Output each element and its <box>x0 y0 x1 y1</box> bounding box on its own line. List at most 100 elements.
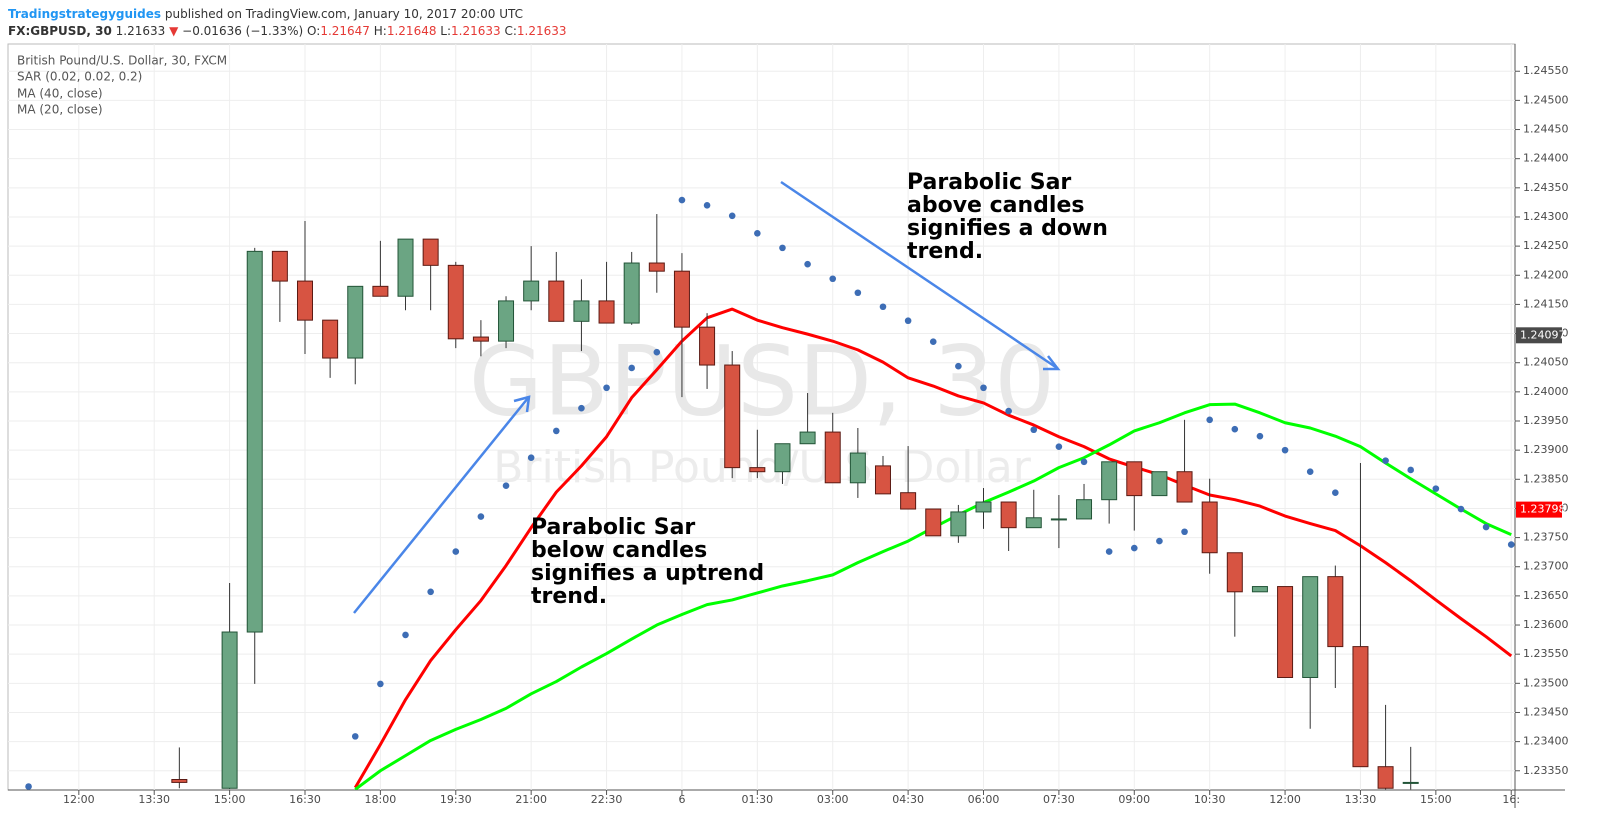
sar-dot <box>1482 523 1490 531</box>
candle-body <box>221 631 238 789</box>
x-tick-label: 16:30 <box>289 793 321 806</box>
arrows <box>353 180 1061 614</box>
candle-body <box>849 452 866 484</box>
y-tick-label: 1.24000 <box>1523 385 1569 398</box>
arrow <box>780 180 1058 370</box>
y-tick-label: 1.23450 <box>1523 705 1569 718</box>
x-tick-label: 06:00 <box>968 793 1000 806</box>
y-tick-label: 1.23500 <box>1523 676 1569 689</box>
y-tick-label: 1.23550 <box>1523 647 1569 660</box>
sar-dot <box>703 202 711 209</box>
annotation: above candles <box>907 193 1084 218</box>
legend-entry: SAR (0.02, 0.02, 0.2) <box>17 70 142 84</box>
author: Tradingstrategyguides <box>8 7 161 21</box>
candle-body <box>422 238 439 266</box>
x-tick-label: 10:30 <box>1194 793 1226 806</box>
sar-dot <box>603 384 610 392</box>
y-tick-label: 1.24350 <box>1523 181 1569 194</box>
y-tick-label: 1.23850 <box>1523 472 1569 485</box>
price-badge-label: 1.24097 <box>1520 328 1566 341</box>
header-line: Tradingstrategyguides published on Tradi… <box>8 7 523 21</box>
candle-body <box>1251 586 1268 593</box>
sar-dot <box>653 348 661 356</box>
arrow <box>353 397 529 614</box>
candle-body <box>472 336 489 342</box>
candle-body <box>1226 552 1243 593</box>
candle-body <box>900 492 917 510</box>
x-tick-label: 04:30 <box>892 793 924 806</box>
y-tick-label: 1.23750 <box>1523 531 1569 544</box>
candle-body <box>648 262 665 272</box>
arrowhead <box>1043 355 1061 371</box>
sar-dot <box>427 588 434 596</box>
x-tick-label: 6 <box>678 793 685 806</box>
price-badge <box>1516 327 1562 344</box>
candle-body <box>171 779 188 783</box>
sar-dot <box>1030 426 1038 434</box>
x-tick-label: 19:30 <box>440 793 472 806</box>
x-tick-label: 07:30 <box>1043 793 1075 806</box>
sar-dot <box>1105 548 1113 555</box>
sar-dot <box>502 482 510 490</box>
legend-entry: MA (40, close) <box>17 87 103 101</box>
legend: British Pound/U.S. Dollar, 30, FXCM SAR … <box>17 54 227 117</box>
x-tick-label: 22:30 <box>591 793 623 806</box>
x-tick-label: 15:00 <box>1420 793 1452 806</box>
sar-dot <box>1206 416 1213 424</box>
candle-body <box>372 285 389 297</box>
sar-dot <box>1231 425 1239 433</box>
x-tick-label: 03:00 <box>817 793 849 806</box>
candle-body <box>975 501 992 513</box>
annotation: signifies a down <box>907 216 1108 241</box>
plot-area: GBPUSD, 30 British Pound/U.S. Dollar <box>25 196 1515 790</box>
symbol: FX:GBPUSD, 30 <box>8 24 112 38</box>
sar-dot <box>1181 528 1188 536</box>
sar-dot <box>854 289 862 297</box>
y-tick-label: 1.24500 <box>1523 93 1569 106</box>
h-label: H: <box>374 24 387 38</box>
x-tick-label: 13:30 <box>1345 793 1377 806</box>
y-tick-label: 1.24300 <box>1523 210 1569 223</box>
low: 1.21633 <box>451 24 501 38</box>
y-tick-label: 1.23700 <box>1523 560 1569 573</box>
candle-body <box>1302 576 1319 678</box>
price: 1.21633 <box>116 24 166 38</box>
sar-dot <box>1306 468 1314 476</box>
candle-body <box>724 364 741 469</box>
x-tick-label: 18:00 <box>365 793 397 806</box>
y-tick-label: 1.24200 <box>1523 268 1569 281</box>
candle-body <box>1050 518 1067 521</box>
candle-body <box>623 262 640 324</box>
sar-dot <box>804 260 811 268</box>
open: 1.21647 <box>320 24 370 38</box>
price-badge <box>1516 501 1562 518</box>
c-label: C: <box>504 24 516 38</box>
sar-dot <box>1332 489 1339 496</box>
sar-dot <box>754 229 761 237</box>
candle-body <box>523 280 540 302</box>
legend-entry: MA (20, close) <box>17 103 103 117</box>
y-tick-label: 1.23600 <box>1523 618 1569 631</box>
candle-body <box>347 285 364 359</box>
x-tick-label: 12:00 <box>63 793 95 806</box>
sar-dot <box>377 680 384 688</box>
y-tick-label: 1.23400 <box>1523 735 1569 748</box>
y-tick-label: 1.24050 <box>1523 356 1569 369</box>
sar-dot <box>1005 407 1012 415</box>
symbol-line: FX:GBPUSD, 30 1.21633 ▼ −0.01636 (−1.33%… <box>8 24 567 38</box>
sar-dot <box>452 548 460 555</box>
y-tick-label: 1.23950 <box>1523 414 1569 427</box>
sar-dot <box>402 631 409 639</box>
high: 1.21648 <box>387 24 437 38</box>
x-tick-label: 12:00 <box>1269 793 1301 806</box>
sar-dot <box>879 303 887 311</box>
sar-dot <box>1130 544 1138 552</box>
candle-body <box>296 280 313 321</box>
candle-body <box>699 326 716 366</box>
x-tick-label: 16: <box>1502 793 1520 806</box>
sar-dot <box>527 454 535 462</box>
candle-body <box>322 319 339 359</box>
x-tick-label: 15:00 <box>214 793 246 806</box>
